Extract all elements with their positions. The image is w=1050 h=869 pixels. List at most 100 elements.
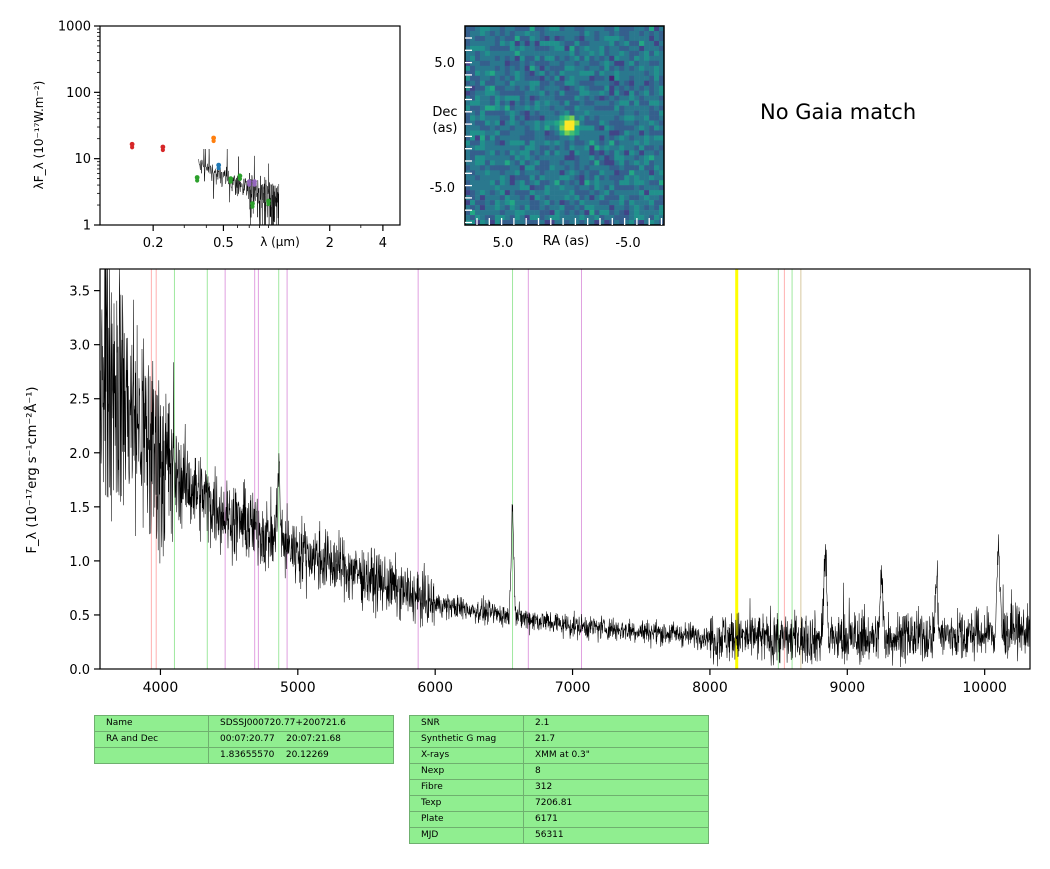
cutout-pixel (594, 50, 600, 57)
cutout-pixel (474, 45, 481, 52)
cutout-pixel (479, 175, 486, 181)
cutout-pixel (539, 35, 545, 42)
cutout-pixel (579, 105, 585, 111)
cutout-pixel (614, 165, 620, 171)
cutout-pixel (619, 26, 625, 32)
cutout-pixel (514, 70, 521, 77)
cutout-pixel (499, 175, 506, 181)
sed-photometry-point (237, 173, 243, 179)
cutout-pixel (624, 155, 630, 161)
cutout-pixel (509, 110, 516, 116)
cutout-pixel (499, 210, 506, 216)
cutout-pixel (604, 105, 610, 111)
cutout-pixel (619, 130, 625, 136)
cutout-pixel (529, 65, 535, 72)
cutout-pixel (614, 125, 620, 131)
sed-ytick-label: 10 (74, 152, 91, 167)
cutout-pixel (524, 100, 530, 106)
cutout-pixel (554, 220, 560, 226)
cutout-pixel (534, 26, 540, 32)
cutout-pixel (644, 155, 650, 161)
cutout-pixel (529, 145, 535, 151)
cutout-pixel (574, 110, 580, 116)
cutout-pixel (629, 26, 635, 32)
cutout-pixel (579, 55, 585, 62)
cutout-pixel (489, 75, 496, 82)
cutout-pixel (604, 60, 610, 67)
cutout-pixel (559, 30, 565, 37)
cutout-pixel (534, 195, 540, 201)
cutout-pixel (564, 115, 570, 121)
cutout-pixel (604, 80, 610, 86)
cutout-pixel (524, 205, 530, 211)
cutout-pixel (484, 35, 491, 42)
cutout-pixel (469, 210, 476, 216)
cutout-pixel (559, 45, 565, 52)
cutout-pixel (489, 120, 496, 126)
cutout-pixel (479, 200, 486, 206)
cutout-pixel (609, 55, 615, 62)
cutout-pixel (509, 50, 516, 57)
cutout-pixel (639, 175, 645, 181)
cutout-pixel (519, 145, 525, 151)
cutout-pixel (529, 55, 535, 62)
cutout-pixel (604, 30, 610, 37)
cutout-xlabel: RA (as) (543, 234, 589, 249)
cutout-pixel (554, 210, 560, 216)
cutout-pixel (574, 140, 580, 146)
cutout-pixel (604, 185, 610, 191)
sed-photometry-point (228, 176, 234, 182)
cutout-pixel (584, 30, 590, 37)
cutout-pixel (574, 95, 580, 101)
sed-photometry-point (129, 141, 135, 147)
cutout-pixel (494, 100, 501, 106)
cutout-pixel (544, 195, 550, 201)
cutout-pixel (569, 55, 575, 62)
cutout-pixel (554, 150, 560, 156)
cutout-pixel (614, 35, 620, 42)
cutout-pixel (619, 135, 625, 141)
table-row: Name SDSSJ000720.77+200721.6 (94, 715, 394, 732)
cutout-pixel (474, 50, 481, 57)
cutout-pixel (524, 95, 530, 101)
cutout-pixel (599, 190, 605, 196)
cutout-pixel (534, 165, 540, 171)
cutout-pixel (509, 200, 516, 206)
cutout-pixel (559, 165, 565, 171)
cutout-pixel (609, 115, 615, 121)
cutout-pixel (489, 45, 496, 52)
cutout-pixel (549, 85, 555, 91)
cutout-pixel (519, 170, 525, 176)
cutout-pixel (564, 26, 570, 32)
cutout-pixel (514, 95, 521, 101)
cutout-pixel (514, 30, 521, 37)
cutout-pixel (659, 175, 665, 181)
cutout-pixel (609, 60, 615, 67)
cutout-pixel (494, 200, 501, 206)
cutout-pixel (624, 75, 630, 82)
cutout-pixel (614, 150, 620, 156)
cutout-pixel (519, 45, 525, 52)
cutout-pixel (484, 140, 491, 146)
cutout-pixel (564, 130, 570, 136)
cutout-pixel (549, 95, 555, 101)
cutout-pixel (499, 190, 506, 196)
cutout-pixel (594, 135, 600, 141)
cutout-pixel (465, 135, 471, 141)
cutout-pixel (479, 26, 486, 32)
cutout-pixel (644, 195, 650, 201)
cutout-pixel (554, 180, 560, 186)
cutout-pixel (484, 200, 491, 206)
cutout-pixel (614, 40, 620, 47)
cutout-pixel (579, 135, 585, 141)
cutout-pixel (529, 110, 535, 116)
cutout-pixel (599, 75, 605, 82)
cutout-pixel (529, 100, 535, 106)
cutout-pixel (599, 120, 605, 126)
cutout-pixel (629, 45, 635, 52)
cutout-pixel (519, 155, 525, 161)
cutout-pixel (564, 160, 570, 166)
cutout-pixel (519, 90, 525, 96)
cutout-pixel (609, 90, 615, 96)
cutout-pixel (514, 200, 521, 206)
